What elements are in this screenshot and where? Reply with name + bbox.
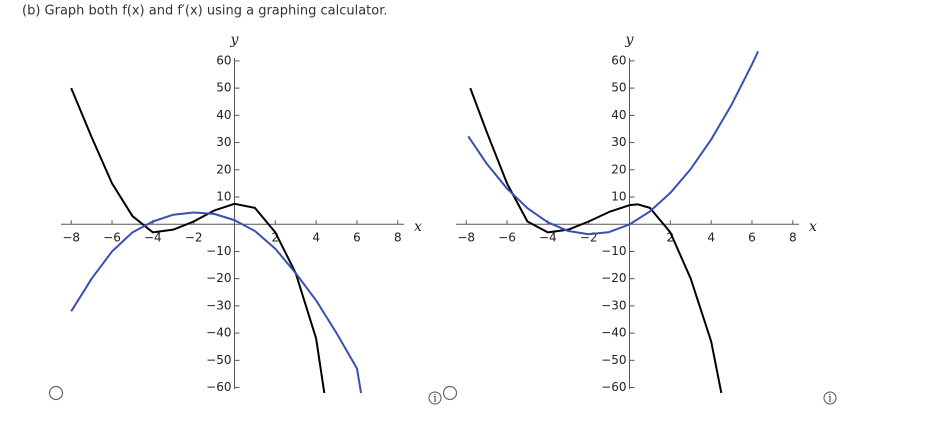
x-tick-label: −4 <box>539 231 557 245</box>
y-tick-label: 10 <box>611 190 626 204</box>
y-tick-label: 20 <box>611 162 626 176</box>
question-text: (b) Graph both f(x) and f′(x) using a gr… <box>22 4 388 19</box>
y-tick-label: 30 <box>611 135 626 149</box>
x-tick-label: 6 <box>353 231 361 245</box>
x-tick-label: −4 <box>144 231 162 245</box>
x-tick-label: −8 <box>457 231 475 245</box>
x-axis-label: x <box>414 219 422 235</box>
x-tick-label: 4 <box>312 231 320 245</box>
y-tick-label: −10 <box>206 244 231 258</box>
y-tick-label: −30 <box>601 298 626 312</box>
y-tick-label: −50 <box>206 353 231 367</box>
y-tick-label: −20 <box>601 271 626 285</box>
svg-text:i: i <box>433 394 436 405</box>
x-tick-label: −6 <box>103 231 121 245</box>
y-tick-label: 60 <box>611 53 626 67</box>
curve <box>467 50 759 236</box>
radio-button[interactable] <box>442 385 458 401</box>
y-tick-label: 40 <box>216 108 231 122</box>
y-tick-label: −40 <box>206 326 231 340</box>
y-tick-label: −40 <box>601 326 626 340</box>
y-tick-label: 30 <box>216 135 231 149</box>
x-axis-label: x <box>809 219 817 235</box>
x-tick-label: 2 <box>667 231 675 245</box>
x-tick-label: 6 <box>748 231 756 245</box>
y-axis-label: y <box>625 32 635 48</box>
y-tick-label: 50 <box>611 81 626 95</box>
x-tick-label: 8 <box>394 231 402 245</box>
curve <box>70 87 326 394</box>
y-tick-label: −20 <box>206 271 231 285</box>
y-tick-label: 60 <box>216 53 231 67</box>
y-axis-label: y <box>230 32 240 48</box>
svg-text:i: i <box>828 394 831 405</box>
y-tick-label: 40 <box>611 108 626 122</box>
curve <box>70 211 363 394</box>
x-tick-label: 4 <box>707 231 715 245</box>
y-tick-label: 10 <box>216 190 231 204</box>
x-tick-label: −8 <box>62 231 80 245</box>
y-tick-label: 50 <box>216 81 231 95</box>
x-tick-label: −2 <box>185 231 203 245</box>
x-tick-label: 8 <box>789 231 797 245</box>
y-tick-label: −50 <box>601 353 626 367</box>
y-tick-label: −60 <box>601 380 626 394</box>
y-tick-label: 20 <box>216 162 231 176</box>
info-icon[interactable]: i <box>823 391 837 405</box>
info-icon[interactable]: i <box>428 391 442 405</box>
y-tick-label: −10 <box>601 244 626 258</box>
x-tick-label: 2 <box>272 231 280 245</box>
x-tick-label: −6 <box>498 231 516 245</box>
radio-button[interactable] <box>48 385 64 401</box>
y-tick-label: −30 <box>206 298 231 312</box>
y-tick-label: −60 <box>206 380 231 394</box>
